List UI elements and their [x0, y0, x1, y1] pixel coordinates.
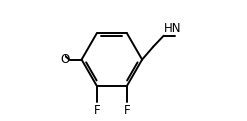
- Text: F: F: [93, 104, 100, 117]
- Text: F: F: [124, 104, 130, 117]
- Text: O: O: [61, 53, 70, 66]
- Text: HN: HN: [164, 22, 182, 35]
